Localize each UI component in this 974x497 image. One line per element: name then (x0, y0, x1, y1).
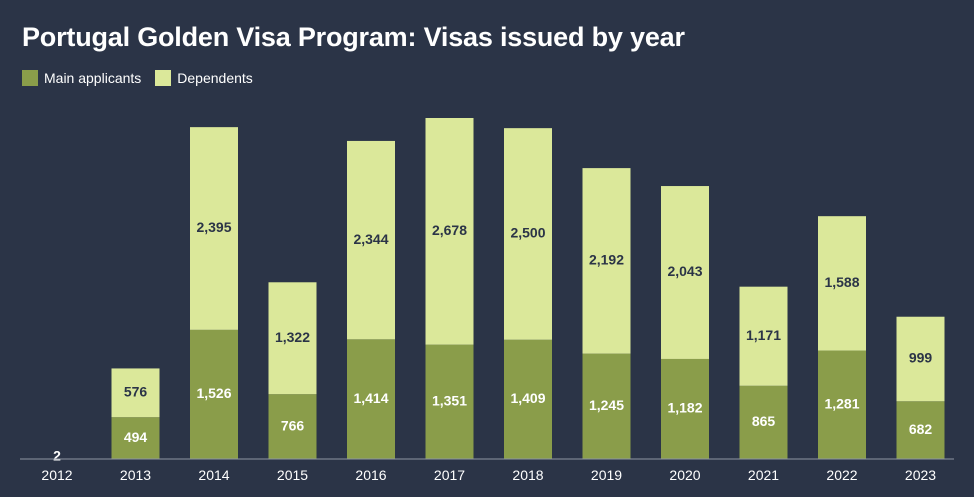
label-main-applicants-2016: 1,414 (353, 390, 388, 406)
x-tick-2022: 2022 (826, 467, 857, 483)
label-main-applicants-2021: 865 (752, 413, 776, 429)
x-tick-2016: 2016 (355, 467, 386, 483)
label-main-applicants-2012: 2 (53, 448, 61, 464)
bar-dependents-2020 (661, 186, 709, 359)
bar-dependents-2013 (111, 368, 160, 418)
legend-swatch-dependents (155, 70, 172, 86)
label-dependents-2018: 2,500 (510, 225, 545, 241)
bar-main-applicants-2021 (739, 385, 788, 459)
legend-item-main-applicants: Main applicants (22, 70, 141, 86)
label-main-applicants-2014: 1,526 (196, 385, 231, 401)
legend-swatch-main-applicants (22, 70, 38, 86)
x-tick-2017: 2017 (434, 467, 465, 483)
bar-dependents-2015 (268, 282, 317, 395)
bar-main-applicants-2015 (268, 394, 317, 459)
label-dependents-2019: 2,192 (589, 252, 624, 268)
label-dependents-2021: 1,171 (746, 327, 781, 343)
label-main-applicants-2023: 682 (909, 421, 933, 437)
label-dependents-2016: 2,344 (353, 231, 388, 247)
label-main-applicants-2020: 1,182 (667, 400, 702, 416)
x-tick-2021: 2021 (748, 467, 779, 483)
x-tick-2014: 2014 (198, 467, 229, 483)
label-main-applicants-2018: 1,409 (510, 390, 545, 406)
label-dependents-2013: 576 (124, 384, 148, 400)
label-dependents-2015: 1,322 (275, 329, 310, 345)
legend-item-dependents: Dependents (155, 70, 253, 86)
label-main-applicants-2022: 1,281 (824, 395, 859, 411)
bar-dependents-2022 (818, 216, 866, 351)
x-tick-2019: 2019 (591, 467, 622, 483)
label-dependents-2017: 2,678 (432, 222, 467, 238)
bar-dependents-2019 (582, 168, 631, 354)
x-tick-2018: 2018 (512, 467, 543, 483)
bar-main-applicants-2019 (582, 353, 631, 459)
bar-main-applicants-2022 (818, 350, 866, 459)
bar-main-applicants-2020 (661, 358, 709, 459)
label-dependents-2023: 999 (909, 350, 933, 366)
x-tick-2015: 2015 (277, 467, 308, 483)
legend-label-main-applicants: Main applicants (44, 70, 142, 86)
bar-dependents-2014 (190, 127, 238, 330)
bar-main-applicants-2018 (504, 339, 552, 459)
bar-dependents-2021 (739, 286, 788, 386)
x-tick-2020: 2020 (669, 467, 700, 483)
label-main-applicants-2017: 1,351 (432, 393, 467, 409)
bar-main-applicants-2017 (425, 344, 474, 459)
label-dependents-2022: 1,588 (824, 274, 859, 290)
bar-dependents-2018 (504, 128, 552, 340)
bar-dependents-2023 (896, 316, 945, 402)
label-main-applicants-2019: 1,245 (589, 397, 624, 413)
bar-dependents-2016 (347, 140, 395, 340)
label-main-applicants-2013: 494 (124, 429, 148, 445)
bar-dependents-2017 (425, 118, 474, 345)
label-dependents-2020: 2,043 (667, 263, 702, 279)
bar-main-applicants-2014 (190, 329, 238, 459)
x-tick-2013: 2013 (120, 467, 151, 483)
bar-main-applicants-2016 (347, 339, 395, 459)
bar-main-applicants-2013 (111, 417, 160, 459)
bar-main-applicants-2023 (896, 401, 945, 459)
legend: Main applicants Dependents (22, 70, 253, 86)
label-main-applicants-2015: 766 (281, 417, 305, 433)
x-tick-2023: 2023 (905, 467, 936, 483)
chart-title: Portugal Golden Visa Program: Visas issu… (22, 22, 685, 52)
label-dependents-2014: 2,395 (196, 219, 231, 235)
legend-label-dependents: Dependents (177, 70, 253, 86)
x-tick-2012: 2012 (41, 467, 72, 483)
